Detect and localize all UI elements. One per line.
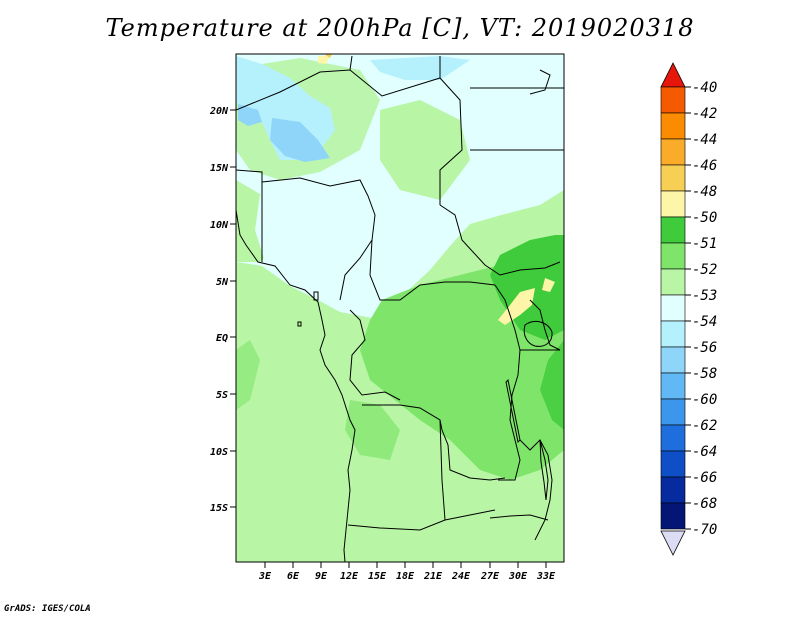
colorbar-label: -40 (692, 80, 717, 96)
lat-label-20N: 20N (209, 106, 229, 117)
lon-label-18E: 18E (396, 571, 415, 582)
colorbar-cell (660, 502, 686, 530)
colorbar-label: -46 (692, 158, 717, 174)
colorbar-label: -51 (692, 236, 717, 252)
lon-label-21E: 21E (423, 571, 443, 582)
colorbar-label: -56 (692, 340, 717, 356)
field-band-56-n (370, 56, 470, 80)
lon-axis: 3E 6E 9E 12E 15E 18E 21E 24E 27E 30E 33E (258, 562, 556, 582)
colorbar-cell (660, 190, 686, 218)
colorbar-cell (660, 216, 686, 244)
lon-label-27E: 27E (480, 571, 500, 582)
colorbar-cell (660, 320, 686, 348)
lon-label-9E: 9E (315, 571, 328, 582)
map-panel: 20N 15N 10N 5N EQ 5S 10S 15S 3E 6E 9E 12… (209, 53, 565, 582)
lon-label-6E: 6E (287, 571, 300, 582)
lat-axis: 20N 15N 10N 5N EQ 5S 10S 15S (209, 106, 236, 514)
colorbar-bottom-arrow (660, 530, 686, 556)
colorbar-label: -60 (692, 392, 717, 408)
colorbar-label: -58 (692, 366, 717, 382)
temperature-field (236, 54, 564, 562)
lat-label-EQ: EQ (216, 333, 228, 344)
colorbar-cell (660, 398, 686, 426)
colorbar-cell (660, 164, 686, 192)
colorbar: -40 -42 -44 -46 -48 -50 -51 -52 -53 -54 -56 -58 -60 -… (660, 62, 717, 556)
lon-label-15E: 15E (368, 571, 387, 582)
field-band-54-nigeria (255, 185, 385, 300)
colorbar-cells (660, 86, 686, 530)
field-band-53-north-central (380, 100, 470, 200)
lat-label-15S: 15S (210, 503, 228, 514)
field-band-58-nw-2 (238, 104, 262, 126)
colorbar-label: -68 (692, 496, 717, 512)
colorbar-cell (660, 372, 686, 400)
colorbar-cell (660, 294, 686, 322)
colorbar-label: -62 (692, 418, 717, 434)
colorbar-cell (660, 86, 686, 114)
country-boundaries (236, 55, 564, 562)
lat-label-15N: 15N (210, 163, 229, 174)
colorbar-label: -53 (692, 288, 717, 304)
colorbar-label: -48 (692, 184, 717, 200)
colorbar-label: -54 (692, 314, 717, 330)
colorbar-cell (660, 138, 686, 166)
field-band-51-east-2 (540, 340, 564, 430)
colorbar-cell (660, 242, 686, 270)
field-band-51-east (490, 235, 564, 340)
credit-text: GrADS: IGES/COLA (4, 604, 91, 614)
colorbar-label: -70 (692, 522, 717, 538)
lat-label-5N: 5N (216, 277, 229, 288)
colorbar-top-arrow (660, 62, 686, 88)
lon-label-33E: 33E (536, 571, 556, 582)
lat-label-10N: 10N (210, 220, 229, 231)
colorbar-labels: -40 -42 -44 -46 -48 -50 -51 -52 -53 -54 -56 -58 -60 -… (685, 80, 717, 538)
lon-label-24E: 24E (451, 571, 471, 582)
lon-label-30E: 30E (508, 571, 528, 582)
colorbar-label: -44 (692, 132, 717, 148)
field-band-58-nw (270, 118, 330, 162)
field-band-52-west (236, 340, 260, 410)
lat-label-10S: 10S (210, 447, 228, 458)
field-band-50-b (542, 278, 555, 292)
field-band-52-south (345, 400, 400, 460)
field-band-50 (498, 288, 535, 325)
colorbar-label: -66 (692, 470, 717, 486)
colorbar-cell (660, 424, 686, 452)
map-frame (235, 53, 565, 563)
colorbar-cell (660, 112, 686, 140)
colorbar-label: -42 (692, 106, 717, 122)
colorbar-cell (660, 346, 686, 374)
colorbar-cell (660, 450, 686, 478)
colorbar-label: -50 (692, 210, 717, 226)
colorbar-cell (660, 268, 686, 296)
colorbar-cell (660, 476, 686, 504)
field-band-48-top (324, 54, 332, 58)
colorbar-label: -52 (692, 262, 717, 278)
lat-label-5S: 5S (216, 390, 228, 401)
colorbar-label: -64 (692, 444, 717, 460)
lon-label-12E: 12E (340, 571, 359, 582)
field-band-50-top (318, 56, 330, 64)
lon-label-3E: 3E (258, 571, 272, 582)
chart-title: Temperature at 200hPa [C], VT: 201902031… (105, 14, 695, 42)
